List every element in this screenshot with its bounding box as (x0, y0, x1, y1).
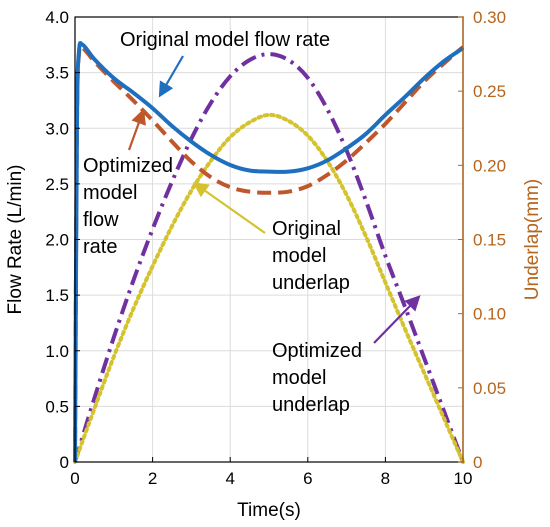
x-tick-label: 10 (454, 469, 473, 488)
annotation-layer: Original model flow rate Optimized model fl… (83, 29, 421, 416)
optimized-flow-rate-annotation-arrow (127, 108, 146, 151)
optimized-flow-rate-annotation-text: model (83, 182, 137, 204)
x-tick-label: 0 (70, 469, 79, 488)
original-flow-rate-annotation-text: Original model flow rate (120, 29, 330, 51)
left-y-tick-label: 1.0 (45, 342, 69, 361)
original-underlap-annotation-text: Original (272, 218, 341, 240)
left-y-axis-title: Flow Rate (L/min) (5, 165, 26, 315)
original-underlap-annotation-text: model (272, 245, 326, 267)
optimized-flow-rate-annotation-text: rate (83, 236, 117, 258)
optimized-flow-rate-line (73, 44, 465, 463)
optimized-underlap-annotation-text: model (272, 367, 326, 389)
original-underlap-line (73, 112, 465, 464)
ticks-layer: 0 2 4 6 8 1000.51.01.52.02.53.03.54.000.050.1… (45, 8, 506, 488)
optimized-underlap-annotation-text: Optimized (272, 340, 362, 362)
optimized-underlap-annotation-arrow (373, 295, 421, 344)
left-y-tick-label: 3.0 (45, 119, 69, 138)
right-y-tick-label: 0.05 (473, 379, 506, 398)
optimized-underlap-annotation-text: underlap (272, 394, 350, 416)
left-y-tick-label: 2.5 (45, 175, 69, 194)
left-y-tick-label: 0 (60, 453, 69, 472)
right-y-tick-label: 0.15 (473, 231, 506, 250)
left-y-tick-label: 1.5 (45, 286, 69, 305)
left-y-tick-label: 0.5 (45, 397, 69, 416)
x-tick-label: 8 (381, 469, 390, 488)
right-y-tick-label: 0.20 (473, 156, 506, 175)
right-y-tick-label: 0.30 (473, 8, 506, 27)
right-y-tick-label: 0.10 (473, 305, 506, 324)
optimized-flow-rate-annotation-text: flow (83, 209, 119, 231)
left-y-tick-label: 3.5 (45, 64, 69, 83)
original-flow-rate-annotation-arrow (158, 55, 184, 98)
optimized-underlap-line (73, 52, 465, 463)
left-y-tick-label: 4.0 (45, 8, 69, 27)
right-y-tick-label: 0.25 (473, 82, 506, 101)
original-underlap-annotation-arrow (192, 182, 266, 234)
x-tick-label: 2 (148, 469, 157, 488)
x-tick-label: 6 (303, 469, 312, 488)
x-tick-label: 4 (225, 469, 234, 488)
series-layer (73, 41, 465, 464)
right-y-tick-label: 0 (473, 453, 482, 472)
right-y-axis-title: Underlap(mm) (522, 179, 543, 300)
x-axis-title: Time(s) (237, 500, 301, 521)
optimized-flow-rate-annotation-text: Optimized (83, 155, 173, 177)
original-flow-rate-line (73, 41, 465, 463)
original-underlap-annotation-text: underlap (272, 272, 350, 294)
grid-lines (74, 16, 464, 463)
left-y-tick-label: 2.0 (45, 231, 69, 250)
